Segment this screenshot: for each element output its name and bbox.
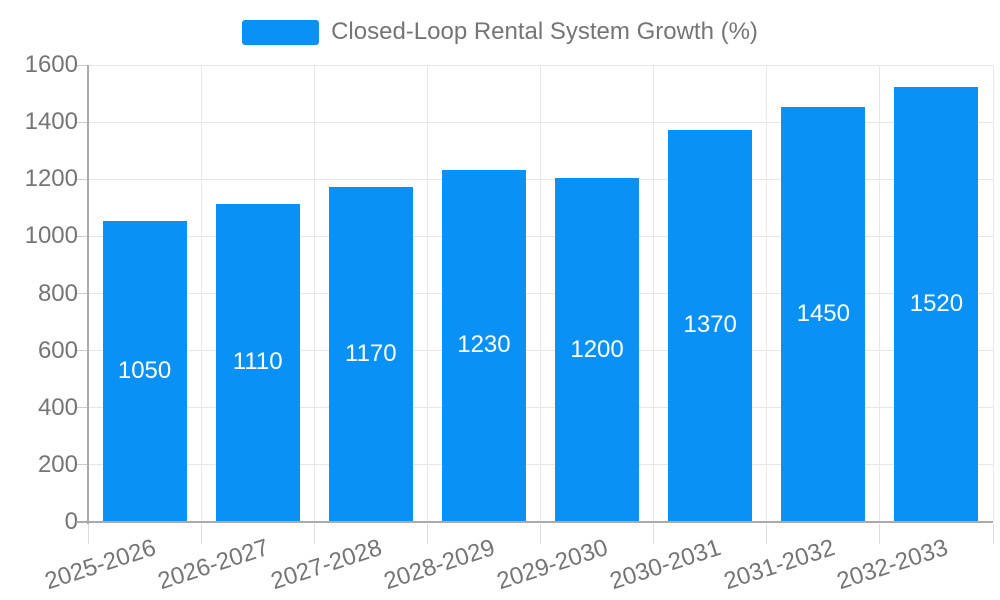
y-tick xyxy=(76,464,88,466)
x-axis-line xyxy=(76,521,993,523)
bar-value-label: 1230 xyxy=(457,331,511,359)
y-axis-label: 400 xyxy=(37,393,78,421)
x-tick xyxy=(653,524,655,544)
y-axis-label: 1400 xyxy=(24,108,78,136)
v-gridline xyxy=(992,65,994,522)
y-tick xyxy=(76,350,88,352)
y-axis-label: 1200 xyxy=(24,165,78,193)
x-tick xyxy=(540,524,541,544)
v-gridline xyxy=(426,65,428,522)
x-axis-label: 2032-2033 xyxy=(833,534,951,596)
y-axis-line xyxy=(87,65,89,524)
y-tick xyxy=(76,178,88,180)
bar[interactable]: 1170 xyxy=(328,186,413,521)
bar-value-label: 1110 xyxy=(232,348,283,376)
bar-value-label: 1200 xyxy=(570,335,624,363)
legend-swatch[interactable] xyxy=(242,19,320,45)
y-tick xyxy=(76,293,88,294)
bar[interactable]: 1230 xyxy=(441,169,526,521)
y-tick xyxy=(76,121,88,123)
x-axis-label: 2026-2027 xyxy=(154,534,273,596)
v-gridline xyxy=(766,65,768,522)
y-tick xyxy=(76,407,88,409)
y-axis-label: 200 xyxy=(37,450,78,478)
y-axis-label: 800 xyxy=(37,279,78,307)
v-gridline xyxy=(653,65,655,522)
x-tick xyxy=(200,524,202,544)
x-axis-label: 2031-2032 xyxy=(720,534,838,596)
x-axis-label: 2028-2029 xyxy=(380,534,499,596)
x-tick xyxy=(313,524,315,544)
bar[interactable]: 1450 xyxy=(781,106,866,521)
v-gridline xyxy=(879,65,881,522)
x-axis-label: 2030-2031 xyxy=(607,534,725,596)
x-axis-label: 2025-2026 xyxy=(41,534,159,596)
bar-value-label: 1520 xyxy=(909,289,964,317)
x-axis-label: 2027-2028 xyxy=(267,534,386,596)
x-tick xyxy=(766,524,768,544)
bar[interactable]: 1520 xyxy=(894,86,979,521)
y-axis-label: 600 xyxy=(37,336,78,364)
x-tick xyxy=(426,524,428,544)
v-gridline xyxy=(200,65,202,522)
y-axis-label: 1600 xyxy=(24,51,78,78)
y-axis-label: 1000 xyxy=(24,222,78,250)
v-gridline xyxy=(313,65,315,522)
bar-value-label: 1170 xyxy=(345,339,397,367)
x-axis-label: 2029-2030 xyxy=(493,534,612,596)
y-tick xyxy=(76,235,88,237)
legend-label[interactable]: Closed-Loop Rental System Growth (%) xyxy=(331,18,758,45)
y-tick xyxy=(76,64,88,66)
bar-value-label: 1450 xyxy=(796,299,850,327)
x-tick xyxy=(87,524,89,544)
y-axis-label: 0 xyxy=(64,508,78,535)
x-tick xyxy=(992,524,994,544)
legend[interactable]: Closed-Loop Rental System Growth (%) xyxy=(0,18,1000,46)
bar-value-label: 1050 xyxy=(117,357,172,385)
bar[interactable]: 1110 xyxy=(215,203,300,521)
bar-value-label: 1370 xyxy=(683,311,737,339)
bar[interactable]: 1200 xyxy=(555,178,640,521)
v-gridline xyxy=(540,65,541,522)
bar[interactable]: 1370 xyxy=(668,129,753,521)
x-tick xyxy=(879,524,881,544)
bar[interactable]: 1050 xyxy=(102,221,187,521)
